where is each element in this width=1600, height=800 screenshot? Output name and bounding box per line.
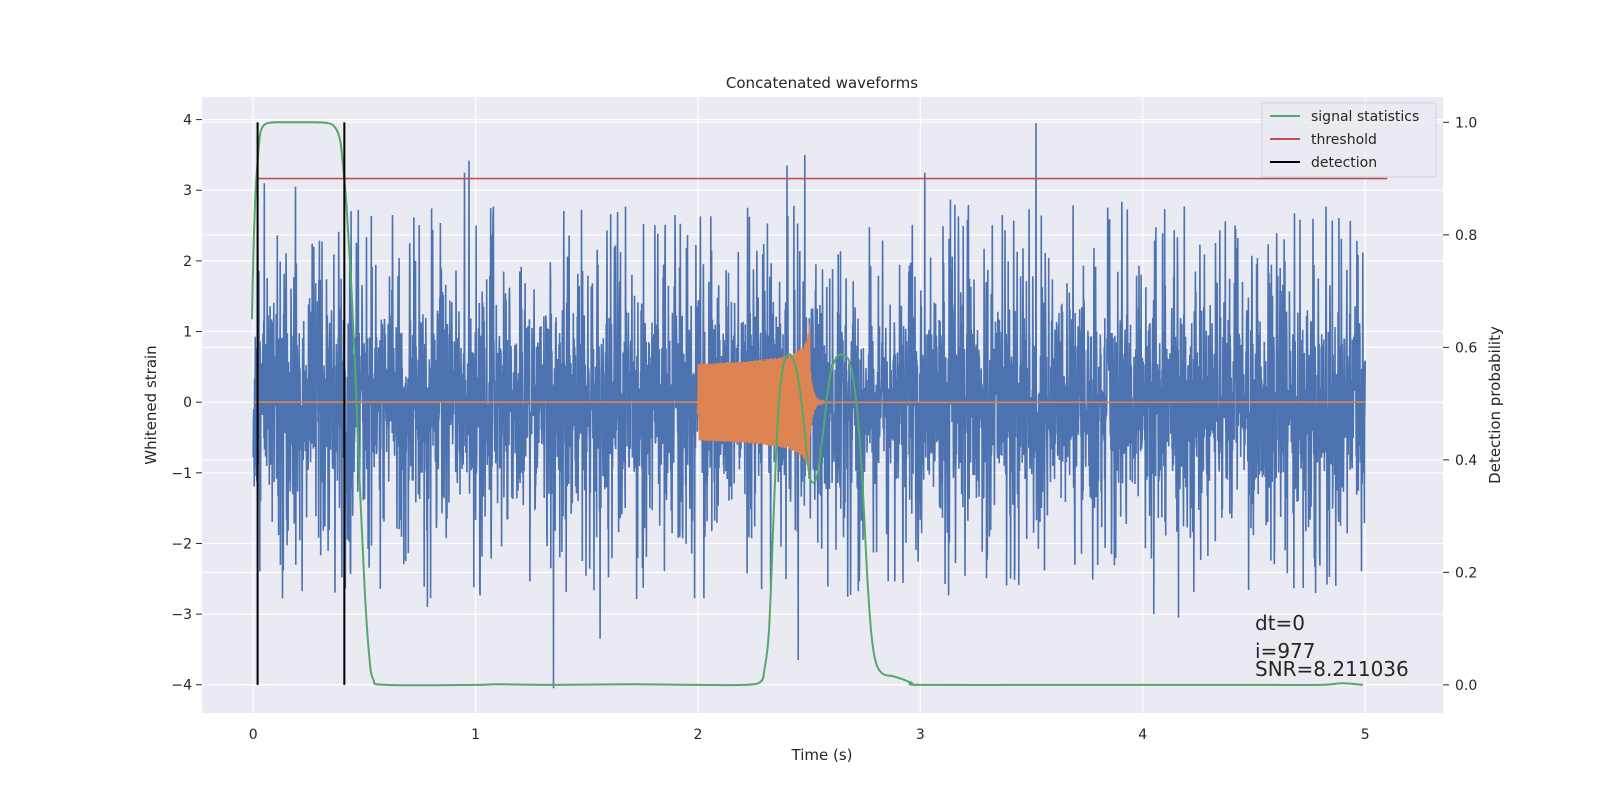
y2-tick-label: 0.4 [1455, 453, 1477, 469]
x-tick-label: 2 [693, 727, 702, 743]
legend-label-threshold: threshold [1311, 132, 1377, 148]
y-tick-label: −2 [171, 536, 192, 552]
x-tick-label: 3 [916, 727, 925, 743]
x-tick-label: 1 [471, 727, 480, 743]
y-tick-label: 1 [183, 325, 192, 341]
y2-axis-label: Detection probability [1486, 326, 1504, 484]
right-y-ticks: 0.0 0.2 0.4 0.6 0.8 1.0 [1443, 115, 1477, 694]
x-tick-label: 4 [1138, 727, 1147, 743]
x-axis-label: Time (s) [791, 746, 853, 764]
y2-tick-label: 0.2 [1455, 565, 1477, 581]
x-tick-label: 5 [1361, 727, 1370, 743]
y-tick-label: 2 [183, 254, 192, 270]
y-tick-label: 4 [183, 113, 192, 129]
y-axis-label: Whitened strain [142, 345, 160, 464]
y-tick-label: 0 [183, 395, 192, 411]
legend-label-signal-statistics: signal statistics [1311, 109, 1419, 125]
y2-tick-label: 1.0 [1455, 115, 1477, 131]
y-tick-label: −4 [171, 678, 192, 694]
y2-tick-label: 0.6 [1455, 340, 1477, 356]
y2-tick-label: 0.0 [1455, 678, 1477, 694]
x-tick-label: 0 [249, 727, 258, 743]
annotation-snr: SNR=8.211036 [1255, 657, 1409, 681]
y-tick-label: −1 [171, 466, 192, 482]
annotation-dt: dt=0 [1255, 611, 1305, 635]
x-ticks: 0 1 2 3 4 5 [249, 727, 1370, 743]
figure: −4−3−2−101234 0.00.20.40.60.81.0 012345 … [0, 0, 1600, 800]
legend: signal statistics threshold detection [1262, 103, 1436, 177]
y-tick-label: 3 [183, 183, 192, 199]
y-tick-label: −3 [171, 607, 192, 623]
legend-label-detection: detection [1311, 155, 1377, 171]
chart-title: Concatenated waveforms [726, 74, 918, 92]
y2-tick-label: 0.8 [1455, 228, 1477, 244]
left-y-ticks: −4 −3 −2 −1 0 1 2 3 4 [171, 113, 202, 694]
